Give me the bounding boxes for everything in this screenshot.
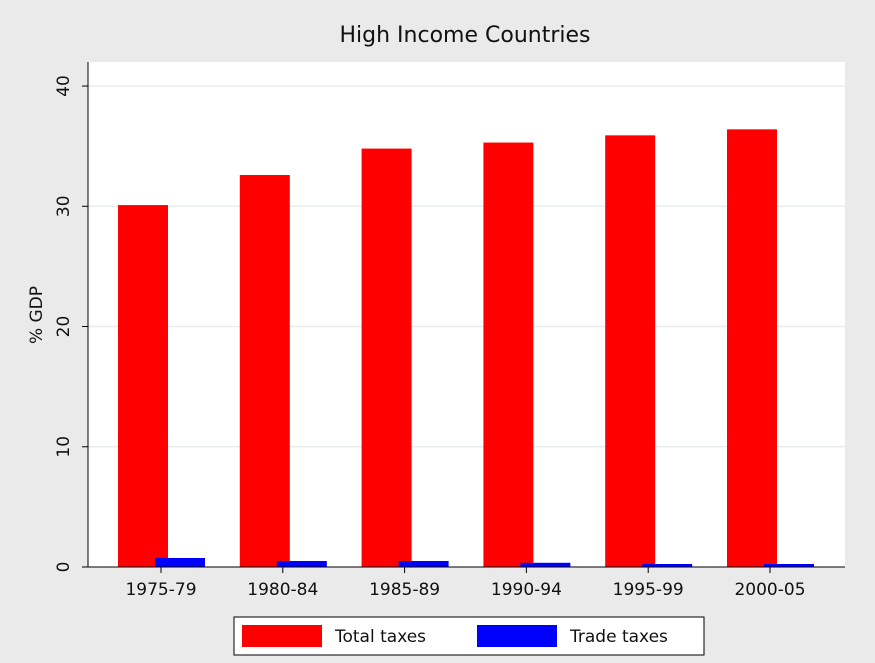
- x-tick-label: 1995-99: [613, 580, 684, 600]
- chart-title: High Income Countries: [340, 23, 591, 48]
- bar: [605, 135, 656, 567]
- x-tick-label: 1980-84: [247, 580, 318, 600]
- y-tick-label: 30: [54, 195, 74, 217]
- legend-swatch: [242, 625, 322, 647]
- bar: [483, 142, 534, 568]
- bar: [361, 148, 412, 568]
- y-axis-title: % GDP: [27, 286, 47, 344]
- x-tick-label: 2000-05: [734, 580, 805, 600]
- bar: [118, 205, 168, 568]
- bar: [155, 557, 205, 567]
- plot-area: [88, 62, 845, 567]
- legend-label: Total taxes: [334, 627, 426, 647]
- legend-label: Trade taxes: [569, 627, 668, 647]
- legend-swatch: [477, 625, 557, 647]
- x-tick-label: 1975-79: [125, 580, 196, 600]
- y-tick-label: 0: [54, 562, 74, 573]
- y-tick-label: 10: [54, 436, 74, 458]
- y-tick-label: 40: [54, 75, 74, 97]
- x-tick-label: 1985-89: [369, 580, 440, 600]
- bar: [520, 562, 571, 567]
- bar: [239, 175, 290, 567]
- x-tick-label: 1990-94: [491, 580, 562, 600]
- bar: [764, 563, 814, 567]
- y-tick-label: 20: [54, 316, 74, 338]
- bar: [727, 129, 777, 568]
- bar: [276, 560, 327, 567]
- bar: [398, 560, 449, 567]
- bar: [642, 563, 693, 567]
